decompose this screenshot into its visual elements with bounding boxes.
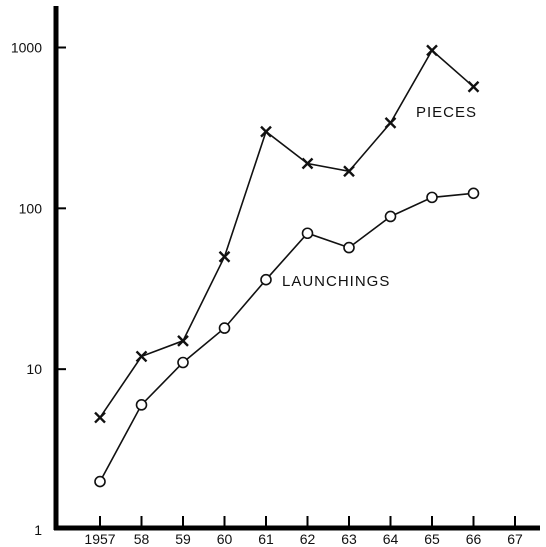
series-label-launchings: LAUNCHINGS: [282, 273, 390, 290]
data-point-x-marker: [260, 125, 272, 138]
data-point-circle-marker: [94, 475, 106, 488]
data-point-circle-marker: [467, 187, 480, 200]
data-point-circle-marker: [426, 191, 438, 204]
data-point-x-marker: [467, 80, 480, 93]
data-point-circle-marker: [260, 273, 272, 286]
x-tick-label: 62: [300, 531, 316, 547]
x-tick-label: 63: [341, 531, 357, 547]
x-marker-stroke: [260, 125, 272, 138]
data-point-circle-marker: [177, 356, 189, 369]
data-point-circle-marker: [135, 399, 148, 411]
y-tick-label: 1: [34, 522, 42, 538]
data-point-x-marker: [135, 350, 148, 363]
data-point-circle-marker: [384, 210, 397, 223]
series-launchings: [94, 187, 480, 488]
x-tick-label: 58: [134, 531, 150, 547]
x-marker-stroke: [467, 80, 480, 93]
x-ticks: 1957 58 59 60 61 62 63 64 65 66 67: [84, 516, 523, 547]
x-marker-stroke: [218, 250, 231, 263]
x-tick-label: 67: [507, 531, 523, 547]
x-marker-stroke: [343, 165, 355, 178]
series-pieces: [94, 44, 480, 424]
data-point-circle-marker: [301, 227, 314, 240]
y-tick-label: 1000: [11, 40, 42, 56]
axes: [53, 6, 540, 531]
x-marker-stroke: [384, 117, 397, 129]
data-point-circle-marker: [218, 322, 231, 334]
series-line: [99, 192, 474, 482]
data-point-x-marker: [218, 250, 231, 263]
data-point-x-marker: [301, 157, 314, 170]
y-ticks: 1 10 100 1000: [11, 40, 66, 538]
data-point-circle-marker: [343, 241, 355, 254]
x-tick-label: 66: [466, 531, 482, 547]
y-tick-label: 10: [26, 361, 42, 377]
series-line: [99, 49, 475, 419]
x-marker-stroke: [94, 411, 106, 424]
x-marker-stroke: [177, 334, 189, 347]
y-tick-label: 100: [19, 200, 43, 216]
x-marker-stroke: [301, 157, 314, 170]
series-label-pieces: PIECES: [416, 104, 477, 121]
x-tick-label: 65: [424, 531, 440, 547]
x-tick-label: 64: [383, 531, 399, 547]
x-tick-label: 60: [217, 531, 233, 547]
x-tick-label: 1957: [84, 531, 115, 547]
data-point-x-marker: [94, 411, 106, 424]
series-layer: [94, 44, 480, 488]
x-marker-stroke: [135, 350, 148, 363]
x-tick-label: 61: [258, 531, 274, 547]
data-point-x-marker: [384, 117, 397, 129]
series-labels: PIECES LAUNCHINGS: [282, 104, 477, 290]
data-point-x-marker: [177, 334, 189, 347]
x-marker-stroke: [426, 44, 438, 57]
x-tick-label: 59: [175, 531, 191, 547]
data-point-x-marker: [343, 165, 355, 178]
data-point-x-marker: [426, 44, 438, 57]
